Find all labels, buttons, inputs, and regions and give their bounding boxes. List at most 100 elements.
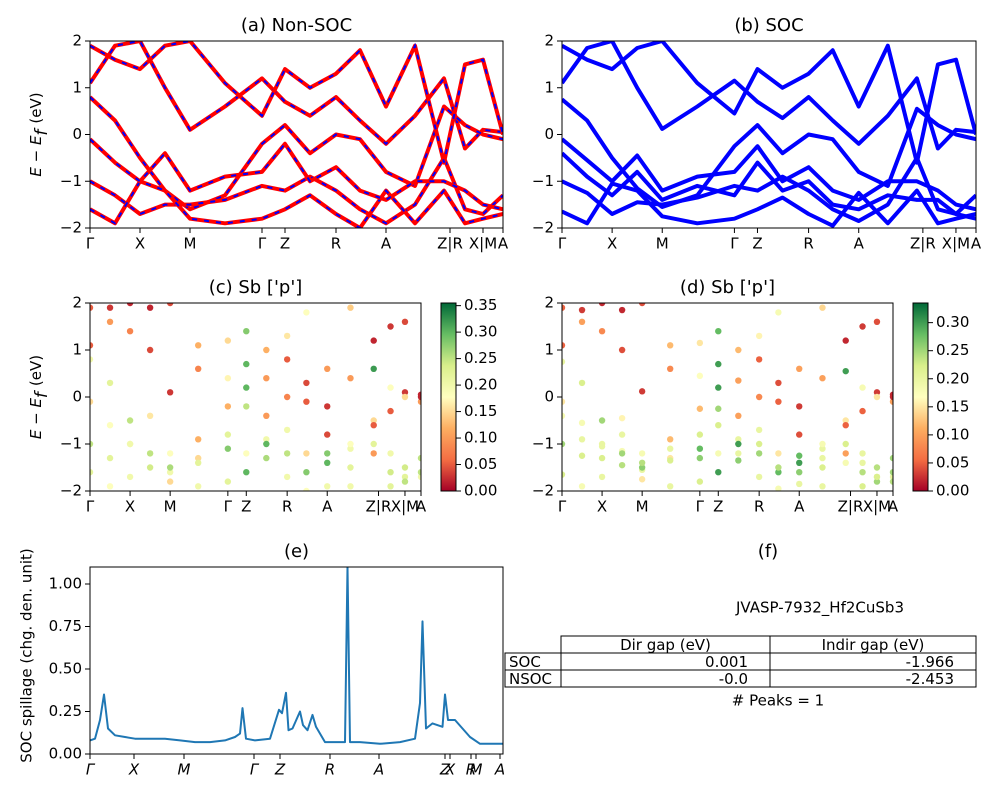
y-tick-label: 2 (72, 32, 82, 50)
projected-point (562, 358, 566, 365)
projected-point (638, 303, 646, 307)
projected-point (755, 440, 763, 448)
projected-point (347, 304, 354, 311)
projected-point (387, 323, 394, 330)
projected-point (666, 365, 674, 372)
y-axis-label: E − Ef (eV) (27, 355, 53, 439)
projected-point (889, 478, 893, 485)
projected-point (796, 459, 803, 466)
projected-point (126, 303, 134, 307)
projected-point (263, 346, 270, 354)
projected-point (324, 431, 331, 438)
projected-point (347, 464, 354, 471)
x-tick-label: Γ (86, 235, 95, 253)
y-tick-label: −2 (532, 482, 554, 500)
panel-title: (b) SOC (734, 15, 803, 36)
projected-point (859, 459, 866, 466)
band-line (562, 41, 976, 151)
projected-point (796, 480, 803, 488)
projected-point (755, 393, 763, 401)
projected-point (387, 469, 394, 476)
projected-point (224, 445, 232, 452)
projected-point (194, 459, 202, 466)
y-axis-label-sub: f (32, 389, 52, 398)
projected-point (735, 377, 742, 384)
projected-point (598, 454, 606, 462)
projected-point (873, 473, 881, 481)
projected-point (562, 398, 566, 405)
projected-point (696, 445, 704, 452)
projected-point (283, 356, 291, 363)
projected-point (283, 450, 291, 457)
projected-point (666, 457, 674, 464)
y-tick-label: −2 (532, 219, 554, 237)
table-header: Dir gap (eV) (620, 636, 711, 654)
y-tick-label: 0.25 (49, 702, 82, 720)
projected-point (263, 454, 270, 462)
x-tick-label: Γ (224, 498, 233, 516)
projected-point (324, 459, 331, 466)
projected-point (819, 375, 826, 382)
projected-point (638, 464, 646, 471)
projected-point (562, 440, 566, 448)
y-axis-label-unit: (eV) (27, 355, 45, 386)
x-tick-label: R (325, 761, 335, 779)
projected-point (859, 483, 866, 490)
x-tick-label: Z (713, 498, 723, 516)
projected-point (638, 476, 646, 483)
colorbar-tick-label: 0.20 (464, 376, 497, 394)
x-tick-label: M (656, 235, 669, 253)
projected-point (755, 356, 763, 363)
projected-point (889, 393, 893, 401)
x-tick-label: R (466, 761, 476, 779)
projected-point (735, 436, 742, 443)
projected-point (126, 473, 134, 481)
projected-point (842, 422, 849, 429)
x-tick-label: Γ (730, 235, 739, 253)
y-axis-label-sub: f (32, 127, 52, 136)
projected-point (303, 450, 310, 457)
projected-point (370, 365, 377, 372)
projected-point (666, 483, 674, 490)
projected-point (283, 332, 291, 340)
projected-point (166, 478, 174, 485)
colorbar-tick-label: 0.00 (464, 482, 497, 500)
projected-point (618, 450, 626, 457)
y-tick-label: 1 (544, 78, 554, 96)
x-tick-label: Z (280, 235, 290, 253)
band-line (562, 151, 976, 221)
projected-point (243, 403, 250, 410)
x-tick-label: R (331, 235, 341, 253)
projected-point (715, 328, 722, 335)
band-line-overlay (90, 41, 503, 163)
projected-point (873, 478, 881, 485)
projected-point (859, 384, 866, 391)
projected-point (889, 398, 893, 405)
y-axis-label-main: E − E (27, 398, 45, 440)
projected-point (263, 412, 270, 419)
projected-point (401, 393, 409, 401)
projected-point (324, 403, 331, 410)
projected-point (562, 412, 566, 419)
projected-point (303, 379, 310, 387)
projected-point (715, 422, 722, 429)
projected-point (696, 339, 704, 347)
x-tick-label: M (178, 761, 191, 779)
projected-point (194, 454, 202, 462)
projected-point (578, 419, 586, 427)
projected-point (417, 469, 421, 476)
table-annotation: # Peaks = 1 (732, 692, 824, 710)
x-tick-label: M (636, 498, 649, 516)
x-tick-label: A (888, 498, 899, 516)
band-line-overlay (90, 155, 503, 225)
projected-point (347, 483, 354, 490)
projected-point (106, 318, 114, 325)
projected-point (224, 375, 232, 382)
x-tick-label: A (381, 235, 392, 253)
projected-point (638, 388, 646, 395)
projected-point (387, 483, 394, 490)
x-tick-label: A (971, 235, 982, 253)
band-line-overlay (90, 180, 503, 228)
projected-point (401, 478, 409, 485)
y-tick-label: 0 (544, 388, 554, 406)
